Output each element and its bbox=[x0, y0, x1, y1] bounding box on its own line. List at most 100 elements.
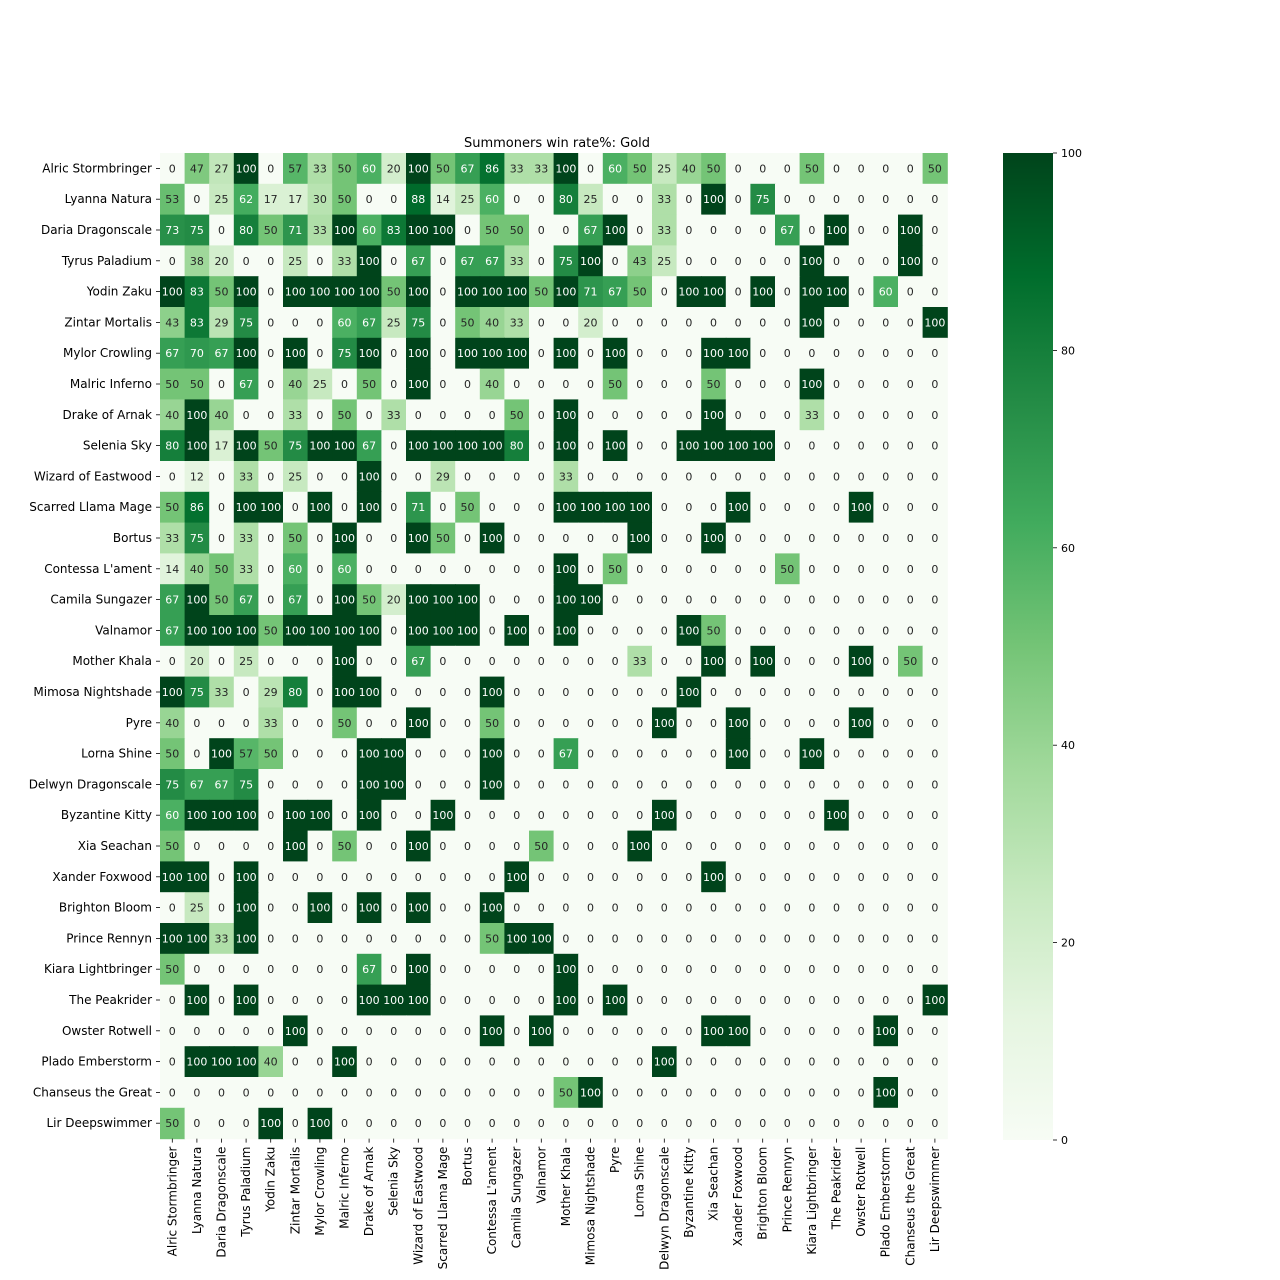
cell-value-label: 0 bbox=[562, 902, 569, 915]
cell-value-label: 100 bbox=[211, 624, 232, 637]
heatmap-cell bbox=[184, 676, 210, 708]
heatmap-cell bbox=[283, 337, 309, 370]
heatmap-cell bbox=[504, 830, 530, 862]
heatmap-cell bbox=[873, 707, 899, 739]
cell-value-label: 0 bbox=[833, 193, 840, 206]
cell-value-label: 25 bbox=[190, 902, 204, 915]
cell-value-label: 0 bbox=[784, 902, 791, 915]
heatmap-cell bbox=[283, 491, 309, 524]
cell-value-label: 100 bbox=[555, 347, 576, 360]
cell-value-label: 0 bbox=[858, 778, 865, 791]
heatmap-cell bbox=[701, 430, 727, 462]
cell-value-label: 0 bbox=[907, 717, 914, 730]
heatmap-cell bbox=[701, 861, 727, 893]
heatmap-cell bbox=[898, 522, 924, 554]
cell-value-label: 100 bbox=[359, 255, 380, 268]
heatmap-cell bbox=[824, 491, 850, 524]
heatmap-cell bbox=[381, 984, 407, 1016]
heatmap-cell bbox=[627, 153, 653, 185]
heatmap-cell bbox=[233, 892, 259, 924]
heatmap-cell bbox=[627, 830, 653, 862]
row-label: Alric Stormbringer bbox=[42, 161, 152, 175]
heatmap-cell bbox=[430, 553, 456, 585]
heatmap-cell bbox=[504, 769, 530, 801]
heatmap-cell bbox=[504, 153, 530, 185]
heatmap-cell bbox=[209, 1077, 235, 1109]
heatmap-cell bbox=[848, 861, 874, 893]
cell-value-label: 0 bbox=[784, 501, 791, 514]
cell-value-label: 0 bbox=[513, 686, 520, 699]
cell-value-label: 0 bbox=[931, 840, 938, 853]
cell-value-label: 0 bbox=[366, 1117, 373, 1130]
cell-value-label: 100 bbox=[924, 994, 945, 1007]
heatmap-cell bbox=[775, 584, 801, 616]
heatmap-cell bbox=[848, 892, 874, 924]
cell-value-label: 67 bbox=[485, 255, 499, 268]
heatmap-cell bbox=[898, 368, 924, 400]
heatmap-cell bbox=[824, 522, 850, 554]
heatmap-cell bbox=[529, 892, 555, 924]
heatmap-cell bbox=[750, 553, 776, 585]
cell-value-label: 0 bbox=[833, 686, 840, 699]
heatmap-cell bbox=[627, 522, 653, 554]
cell-value-label: 100 bbox=[605, 347, 626, 360]
heatmap-cell bbox=[898, 769, 924, 801]
heatmap-cell bbox=[307, 769, 333, 801]
heatmap-cell bbox=[602, 153, 628, 185]
cell-value-label: 0 bbox=[833, 1056, 840, 1069]
heatmap-cell bbox=[873, 1046, 899, 1078]
heatmap-cell bbox=[209, 461, 235, 493]
heatmap-cell bbox=[775, 953, 801, 986]
colorbar-tick-label: 60 bbox=[1061, 542, 1075, 555]
heatmap-cell bbox=[922, 645, 948, 678]
cell-value-label: 50 bbox=[362, 378, 376, 391]
heatmap-cell bbox=[406, 491, 432, 524]
heatmap-cell bbox=[873, 676, 899, 708]
cell-value-label: 0 bbox=[464, 686, 471, 699]
cell-value-label: 0 bbox=[858, 902, 865, 915]
heatmap-cell bbox=[824, 584, 850, 616]
heatmap-cell bbox=[701, 984, 727, 1016]
cell-value-label: 0 bbox=[267, 778, 274, 791]
heatmap-cell bbox=[725, 491, 751, 524]
cell-value-label: 50 bbox=[485, 717, 499, 730]
cell-value-label: 100 bbox=[506, 286, 527, 299]
cell-value-label: 0 bbox=[193, 193, 200, 206]
column-label: Bortus bbox=[461, 1147, 475, 1186]
heatmap-cell bbox=[627, 245, 653, 277]
cell-value-label: 0 bbox=[390, 686, 397, 699]
heatmap-cell bbox=[307, 307, 333, 339]
heatmap-cell bbox=[652, 892, 678, 924]
heatmap-cell bbox=[529, 245, 555, 277]
cell-value-label: 0 bbox=[267, 963, 274, 976]
cell-value-label: 0 bbox=[882, 963, 889, 976]
cell-value-label: 0 bbox=[538, 409, 545, 422]
heatmap-cell bbox=[160, 861, 186, 893]
heatmap-cell bbox=[184, 645, 210, 678]
cell-value-label: 100 bbox=[555, 994, 576, 1007]
cell-value-label: 0 bbox=[784, 1117, 791, 1130]
heatmap-cell bbox=[233, 615, 259, 647]
cell-value-label: 0 bbox=[759, 1025, 766, 1038]
cell-value-label: 0 bbox=[784, 840, 791, 853]
heatmap-cell bbox=[209, 553, 235, 585]
heatmap-cell bbox=[652, 245, 678, 277]
heatmap-cell bbox=[898, 214, 924, 246]
heatmap-cell bbox=[725, 522, 751, 554]
heatmap-cell bbox=[332, 553, 358, 585]
heatmap-cell bbox=[160, 830, 186, 862]
cell-value-label: 0 bbox=[685, 501, 692, 514]
cell-value-label: 0 bbox=[808, 532, 815, 545]
cell-value-label: 0 bbox=[390, 809, 397, 822]
heatmap-cell bbox=[381, 953, 407, 986]
heatmap-cell bbox=[233, 953, 259, 986]
heatmap-cell bbox=[529, 399, 555, 431]
cell-value-label: 0 bbox=[612, 809, 619, 822]
heatmap-cell bbox=[479, 307, 505, 339]
heatmap-cell bbox=[184, 953, 210, 986]
heatmap-cell bbox=[529, 522, 555, 554]
heatmap-cell bbox=[725, 430, 751, 462]
row-label: Owster Rotwell bbox=[62, 1024, 152, 1038]
cell-value-label: 0 bbox=[513, 594, 520, 607]
cell-value-label: 0 bbox=[685, 1117, 692, 1130]
